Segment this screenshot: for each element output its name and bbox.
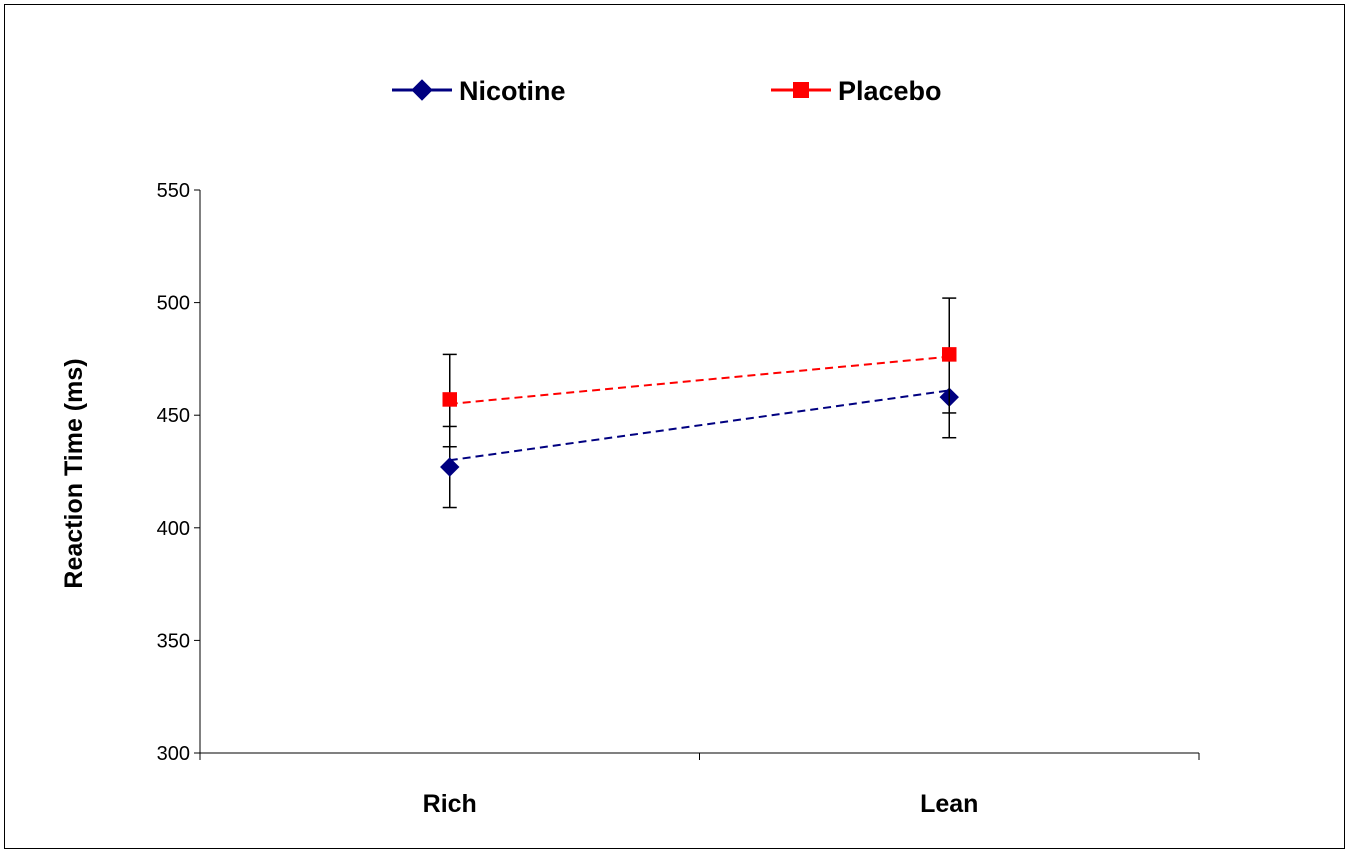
y-axis-title: Reaction Time (ms) <box>60 358 88 588</box>
trend-line <box>449 355 950 405</box>
x-tick-label: Rich <box>423 790 477 818</box>
series-nicotine <box>440 353 959 509</box>
y-tick-label: 400 <box>157 518 190 540</box>
data-point <box>411 79 433 101</box>
axes <box>199 190 1199 754</box>
legend-label: Placebo <box>838 76 942 106</box>
data-point <box>442 392 457 407</box>
data-point <box>440 457 460 477</box>
legend-item-placebo: Placebo <box>771 76 942 106</box>
x-tick-label: Lean <box>920 790 978 818</box>
x-ticks: Rich Lean <box>199 753 1200 818</box>
data-point <box>793 82 809 98</box>
legend: Nicotine Placebo <box>392 76 942 106</box>
y-tick-label: 450 <box>157 405 190 427</box>
y-tick-label: 300 <box>157 743 190 765</box>
legend-item-nicotine: Nicotine <box>392 76 566 106</box>
series-group <box>440 297 959 509</box>
series-placebo <box>442 297 957 448</box>
y-tick-label: 550 <box>157 180 190 202</box>
trend-line <box>449 389 950 462</box>
y-tick-label: 500 <box>157 293 190 315</box>
chart-frame <box>4 4 1345 849</box>
legend-label: Nicotine <box>459 76 566 106</box>
data-point <box>942 347 957 362</box>
y-tick-label: 350 <box>157 630 190 652</box>
y-ticks: 300 350 400 450 500 550 <box>157 180 200 765</box>
